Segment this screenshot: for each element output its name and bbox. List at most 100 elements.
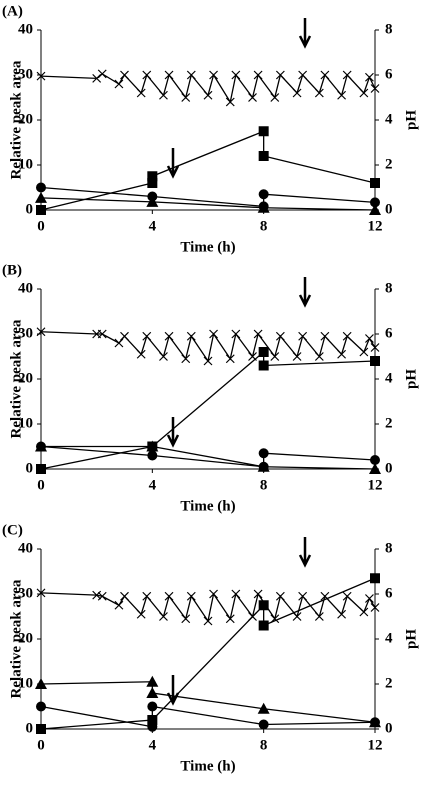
y-tick-label: 10 xyxy=(18,156,33,172)
series-line xyxy=(40,350,376,470)
panel-label: (C) xyxy=(2,522,23,538)
marker-circle xyxy=(258,189,269,200)
marker-square xyxy=(147,178,158,188)
marker-square xyxy=(370,178,380,188)
y-axis-label: Relative peak area xyxy=(8,60,24,179)
marker-x xyxy=(142,70,152,80)
marker-x xyxy=(270,93,280,102)
marker-x xyxy=(181,93,191,102)
marker-x xyxy=(359,607,369,617)
x-tick-label: 4 xyxy=(149,477,157,493)
y2-tick-label: 6 xyxy=(385,585,393,601)
x-tick-label: 8 xyxy=(260,218,268,234)
marker-x xyxy=(337,349,347,359)
marker-x xyxy=(181,614,191,624)
y-tick-label: 20 xyxy=(18,111,33,127)
marker-x xyxy=(120,331,129,341)
y2-tick-label: 2 xyxy=(385,415,393,431)
marker-x xyxy=(142,591,152,601)
series-line xyxy=(40,73,376,104)
series-line xyxy=(40,331,376,363)
x-tick-label: 12 xyxy=(368,737,383,753)
marker-x xyxy=(97,69,107,79)
y-tick-label: 10 xyxy=(18,415,33,431)
marker-x xyxy=(231,329,241,339)
marker-x xyxy=(97,591,107,601)
y-tick-label: 10 xyxy=(18,675,33,691)
marker-x xyxy=(370,603,380,612)
y-tick-label: 40 xyxy=(18,540,33,556)
marker-x xyxy=(298,70,308,80)
marker-x xyxy=(209,70,218,80)
marker-x xyxy=(342,331,352,341)
marker-x xyxy=(225,614,235,624)
marker-x xyxy=(225,354,235,364)
marker-x xyxy=(342,70,352,80)
y2-tick-label: 6 xyxy=(385,66,393,82)
y-tick-label: 30 xyxy=(18,66,33,82)
y2-tick-label: 0 xyxy=(385,720,393,736)
marker-x xyxy=(92,73,102,83)
y-axis-label: Relative peak area xyxy=(8,319,24,438)
y2-tick-label: 2 xyxy=(385,675,393,691)
arrow xyxy=(298,277,312,308)
panel-label: (B) xyxy=(2,262,22,278)
marker-square xyxy=(258,126,269,137)
marker-x xyxy=(186,331,196,341)
marker-x xyxy=(136,88,146,98)
y-tick-label: 40 xyxy=(18,21,33,37)
x-axis-label: Time (h) xyxy=(180,498,235,514)
x-tick-label: 12 xyxy=(368,218,383,234)
marker-x xyxy=(298,591,308,601)
y-tick-label: 30 xyxy=(18,325,33,341)
marker-x xyxy=(209,329,218,339)
x-tick-label: 12 xyxy=(368,477,383,493)
marker-x xyxy=(292,88,302,98)
marker-x xyxy=(114,600,124,610)
series-line xyxy=(40,592,376,623)
marker-x xyxy=(186,70,196,80)
y2-tick-label: 4 xyxy=(385,370,393,386)
panel: (B) 0 10 20 30 40 0 2 4 6 8 0 4 8 12 Time (h) Relative p… xyxy=(2,262,419,514)
marker-x xyxy=(275,591,285,601)
marker-square xyxy=(36,464,46,474)
x-tick-label: 8 xyxy=(260,737,268,753)
y-tick-label: 20 xyxy=(18,370,33,386)
marker-x xyxy=(36,71,46,81)
marker-x xyxy=(248,93,257,102)
y-axis-label: Relative peak area xyxy=(8,579,24,698)
marker-triangle xyxy=(35,440,47,452)
marker-circle xyxy=(147,721,158,732)
marker-x xyxy=(253,589,263,599)
marker-x xyxy=(320,70,330,80)
marker-x xyxy=(181,354,191,364)
marker-x xyxy=(292,612,302,621)
y2-tick-label: 8 xyxy=(385,21,393,37)
marker-x xyxy=(209,589,218,599)
marker-x xyxy=(320,331,330,341)
y-tick-label: 0 xyxy=(26,720,34,736)
marker-x xyxy=(337,609,347,619)
marker-x xyxy=(298,331,308,341)
marker-x xyxy=(142,331,152,341)
marker-x xyxy=(159,352,168,361)
marker-x xyxy=(120,70,129,80)
marker-x xyxy=(164,331,174,341)
marker-circle xyxy=(258,719,269,730)
marker-x xyxy=(231,70,241,80)
series-line xyxy=(40,197,376,211)
marker-x xyxy=(359,88,369,98)
marker-x xyxy=(370,84,380,93)
marker-triangle xyxy=(257,460,270,472)
marker-x xyxy=(36,588,46,598)
arrow xyxy=(298,18,312,49)
marker-x xyxy=(203,356,213,366)
marker-triangle xyxy=(146,687,159,698)
marker-x xyxy=(270,352,280,361)
marker-square xyxy=(370,573,380,584)
marker-circle xyxy=(258,448,269,459)
marker-x xyxy=(314,88,324,98)
marker-x xyxy=(203,616,213,626)
marker-x xyxy=(225,97,235,107)
marker-x xyxy=(159,612,168,621)
